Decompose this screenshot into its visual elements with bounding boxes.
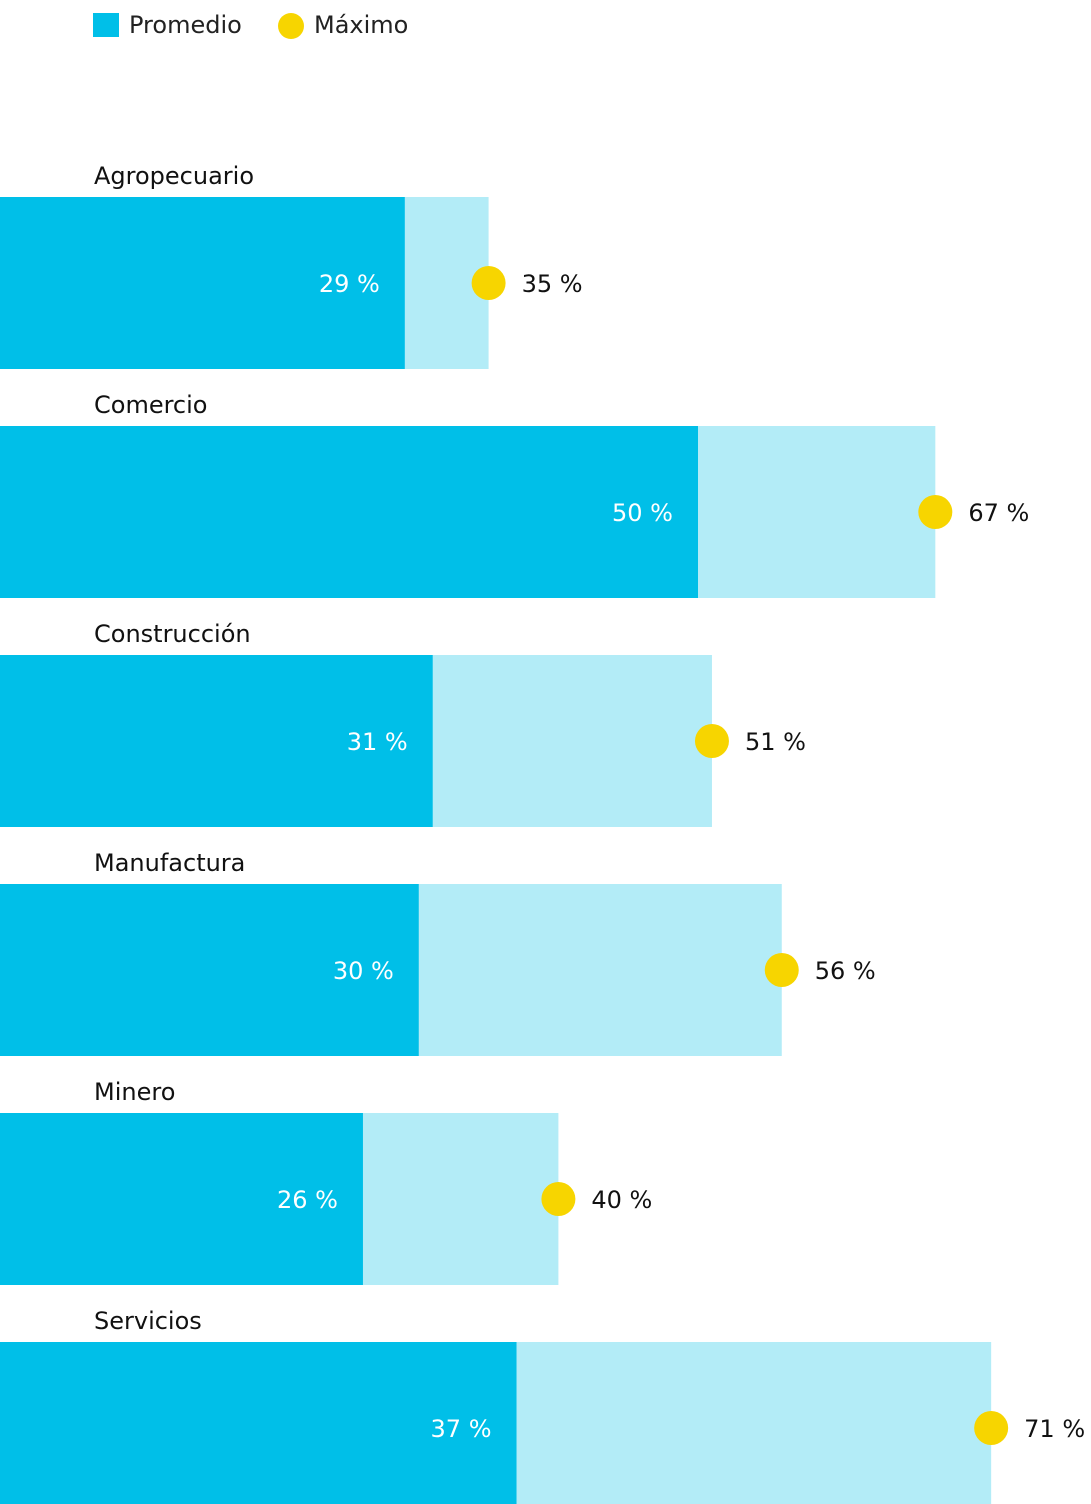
category-label: Manufactura: [94, 849, 245, 877]
category-label: Agropecuario: [94, 162, 254, 190]
category-label: Minero: [94, 1078, 175, 1106]
avg-label: 31 %: [347, 728, 408, 756]
max-bar: [698, 426, 936, 598]
avg-bar: [0, 655, 433, 827]
avg-label: 50 %: [612, 499, 673, 527]
legend-label: Máximo: [314, 11, 408, 39]
max-label: 71 %: [1024, 1415, 1085, 1443]
avg-bar: [0, 426, 698, 598]
avg-label: 26 %: [277, 1186, 338, 1214]
max-dot: [974, 1411, 1009, 1445]
max-dot: [764, 953, 799, 987]
max-dot: [541, 1182, 576, 1216]
max-label: 51 %: [745, 728, 806, 756]
max-bar: [432, 655, 712, 827]
max-dot: [471, 266, 506, 300]
category-label: Comercio: [94, 391, 207, 419]
max-dot: [918, 495, 953, 529]
avg-bar: [0, 197, 405, 369]
max-label: 56 %: [815, 957, 876, 985]
avg-label: 29 %: [319, 270, 380, 298]
max-label: 67 %: [968, 499, 1029, 527]
category-label: Construcción: [94, 620, 251, 648]
avg-label: 37 %: [431, 1415, 492, 1443]
max-dot: [694, 724, 729, 758]
legend-swatch: [93, 13, 119, 37]
avg-label: 30 %: [333, 957, 394, 985]
legend-label: Promedio: [129, 11, 242, 39]
max-label: 35 %: [522, 270, 583, 298]
avg-bar: [0, 884, 419, 1056]
max-bar: [362, 1113, 559, 1285]
category-label: Servicios: [94, 1307, 202, 1335]
max-bar: [516, 1342, 992, 1504]
avg-bar: [0, 1113, 363, 1285]
max-label: 40 %: [591, 1186, 652, 1214]
avg-bar: [0, 1342, 517, 1504]
max-bar: [418, 884, 782, 1056]
legend-swatch: [278, 13, 304, 39]
